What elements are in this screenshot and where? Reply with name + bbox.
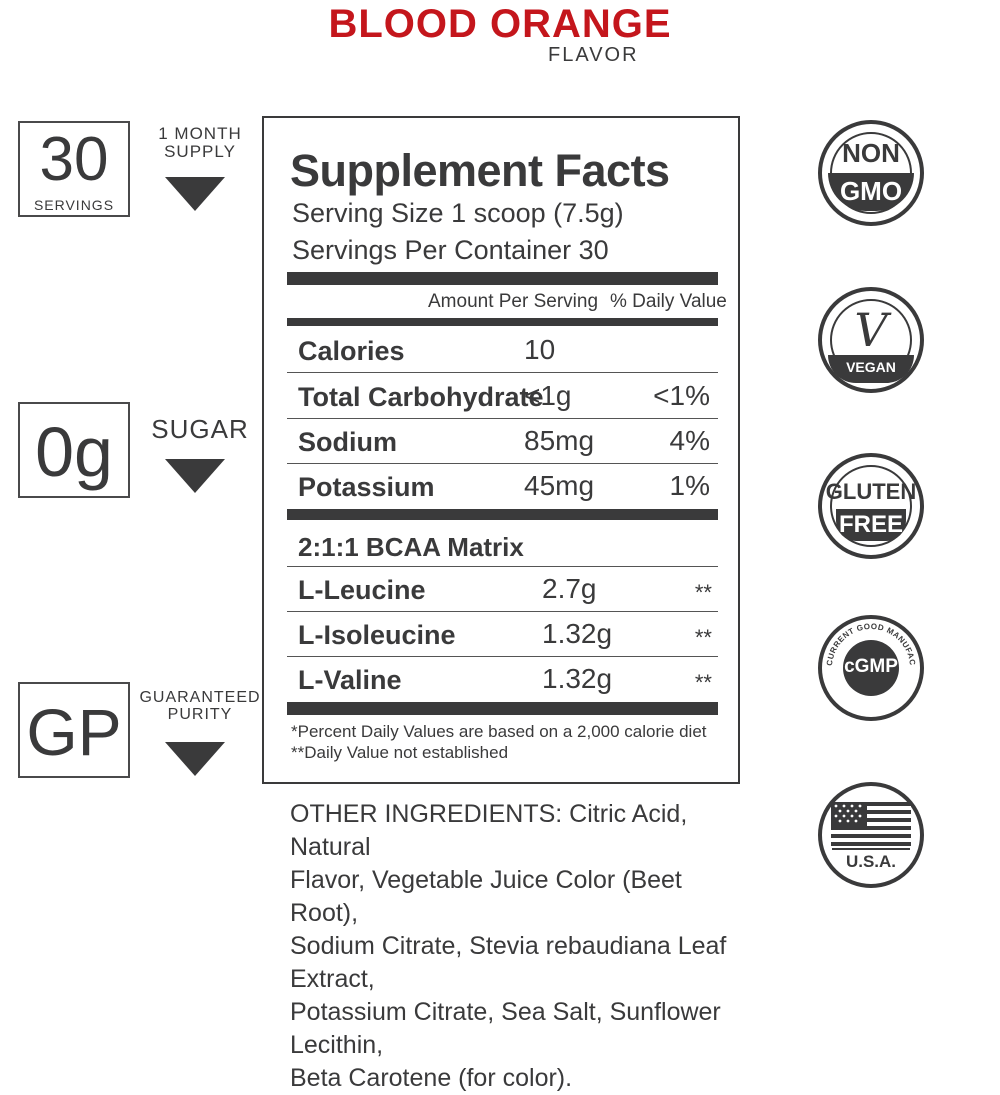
ingredients-line: Beta Carotene (for color). — [290, 1064, 573, 1092]
vegan-v-icon: V — [854, 303, 888, 357]
servings-caption: SERVINGS — [33, 197, 115, 213]
non-gmo-line-2: GMO — [839, 176, 903, 206]
ingredients-line: Sodium Citrate, Stevia rebaudiana Leaf E… — [290, 932, 727, 993]
nutrient-daily-value: 1% — [669, 470, 710, 501]
medium-divider — [287, 509, 718, 520]
bcaa-daily-value: ** — [694, 580, 712, 605]
nutrient-daily-value: 4% — [669, 425, 710, 456]
serving-size: Serving Size 1 scoop (7.5g) — [292, 198, 624, 228]
gluten-free-seal: GLUTEN FREE — [818, 453, 924, 559]
nutrient-amount: 85mg — [524, 425, 595, 456]
ingredients-line: Potassium Citrate, Sea Salt, Sunflower L… — [290, 998, 721, 1059]
supply-label-line-2: SUPPLY — [164, 141, 236, 161]
bcaa-name: L-Isoleucine — [298, 620, 456, 650]
triangle-down-icon — [165, 459, 225, 493]
flavor-subtitle: FLAVOR — [548, 44, 639, 66]
thick-divider — [287, 702, 718, 715]
usa-divider — [832, 848, 910, 850]
footnote-not-established: **Daily Value not established — [291, 743, 509, 762]
servings-badge: 30 SERVINGS — [18, 121, 130, 217]
gluten-free-line-1: GLUTEN — [825, 479, 917, 504]
servings-per-container: Servings Per Container 30 — [292, 235, 609, 265]
vegan-band — [828, 355, 914, 383]
us-flag-icon — [831, 802, 911, 846]
nutrient-daily-value: <1% — [653, 380, 710, 411]
vegan-label: VEGAN — [846, 359, 896, 375]
purity-mark: GP — [26, 695, 122, 769]
usa-seal: U.S.A. — [818, 782, 924, 888]
cgmp-label: cGMP — [844, 656, 898, 677]
bcaa-amount: 2.7g — [542, 573, 597, 604]
cgmp-seal: CURRENT GOOD MANUFACTURING PRACTICE cGMP — [818, 615, 924, 721]
row-divider — [287, 418, 718, 419]
purity-label-line-1: GUARANTEED — [139, 689, 261, 706]
row-divider — [287, 372, 718, 373]
thick-divider — [287, 272, 718, 285]
facts-title: Supplement Facts — [290, 145, 670, 196]
supply-label-line-1: 1 MONTH — [158, 124, 242, 143]
sugar-badge: 0g — [18, 402, 130, 498]
supplement-facts-panel — [262, 116, 740, 784]
nutrient-amount: <1g — [524, 380, 572, 411]
bcaa-matrix-title: 2:1:1 BCAA Matrix — [298, 532, 524, 562]
daily-value-header: % Daily Value — [610, 291, 727, 312]
bcaa-name: L-Leucine — [298, 575, 426, 605]
servings-count: 30 — [39, 125, 109, 194]
cgmp-center — [843, 640, 899, 696]
bcaa-name: L-Valine — [298, 665, 402, 695]
seal-ring — [830, 465, 912, 547]
flavor-title: BLOOD ORANGE — [328, 2, 672, 46]
row-divider — [287, 566, 718, 567]
bcaa-daily-value: ** — [694, 625, 712, 650]
nutrient-name: Potassium — [298, 472, 435, 502]
purity-badge: GP — [18, 682, 130, 778]
sugar-amount: 0g — [35, 413, 113, 491]
bcaa-daily-value: ** — [694, 670, 712, 695]
nutrient-amount: 45mg — [524, 470, 595, 501]
triangle-down-icon — [165, 177, 225, 211]
row-divider — [287, 611, 718, 612]
purity-label-line-2: PURITY — [167, 705, 233, 723]
gluten-free-line-2: FREE — [838, 511, 903, 538]
usa-label: U.S.A. — [845, 852, 897, 871]
supply-label: 1 MONTH SUPPLY — [140, 125, 260, 161]
ingredients-line: Flavor, Vegetable Juice Color (Beet Root… — [290, 866, 682, 927]
footnote-daily-values: *Percent Daily Values are based on a 2,0… — [291, 722, 707, 741]
other-ingredients: OTHER INGREDIENTS: Citric Acid, Natural … — [290, 798, 730, 1095]
nutrient-name: Sodium — [298, 427, 397, 457]
gluten-free-band — [836, 509, 906, 541]
medium-divider — [287, 318, 718, 326]
non-gmo-seal: NON GMO — [818, 120, 924, 226]
nutrient-name: Total Carbohydrate — [298, 382, 544, 412]
bcaa-amount: 1.32g — [542, 663, 613, 694]
non-gmo-line-1: NON — [842, 138, 900, 168]
nutrient-name: Calories — [298, 336, 405, 366]
ingredients-line: OTHER INGREDIENTS: Citric Acid, Natural — [290, 800, 688, 861]
amount-per-serving-header: Amount Per Serving — [428, 291, 599, 312]
bcaa-amount: 1.32g — [542, 618, 613, 649]
sugar-label: SUGAR — [151, 414, 249, 444]
triangle-down-icon — [165, 742, 225, 776]
nutrient-amount: 10 — [524, 334, 556, 365]
row-divider — [287, 656, 718, 657]
row-divider — [287, 463, 718, 464]
purity-label: GUARANTEED PURITY — [137, 689, 263, 724]
vegan-seal: V VEGAN — [818, 287, 924, 393]
